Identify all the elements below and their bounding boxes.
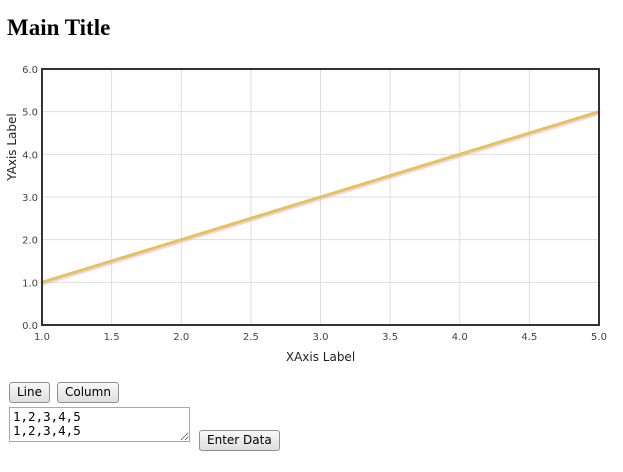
x-tick-label: 2.5 xyxy=(243,332,259,343)
x-tick-label: 1.0 xyxy=(34,332,50,343)
x-tick-label: 2.0 xyxy=(173,332,189,343)
x-tick-labels: 1.0 1.5 2.0 2.5 3.0 3.5 4.0 4.5 5.0 xyxy=(34,332,607,343)
enter-data-button[interactable]: Enter Data xyxy=(199,430,280,451)
y-tick-label: 3.0 xyxy=(22,193,38,204)
y-tick-labels: 0.0 1.0 2.0 3.0 4.0 5.0 6.0 xyxy=(22,65,38,332)
x-tick-label: 5.0 xyxy=(591,332,607,343)
page-title: Main Title xyxy=(7,15,111,40)
x-tick-label: 4.5 xyxy=(521,332,537,343)
x-tick-label: 1.5 xyxy=(104,332,120,343)
y-axis-title: YAxis Label xyxy=(5,113,19,181)
y-tick-label: 0.0 xyxy=(22,321,38,332)
x-axis-title: XAxis Label xyxy=(286,350,355,364)
x-tick-label: 4.0 xyxy=(452,332,468,343)
y-tick-label: 2.0 xyxy=(22,236,38,247)
column-chart-button[interactable]: Column xyxy=(57,382,119,403)
x-tick-label: 3.0 xyxy=(313,332,329,343)
series-line-0 xyxy=(40,110,601,284)
series-layer xyxy=(40,110,601,286)
line-chart: 1.0 1.5 2.0 2.5 3.0 3.5 4.0 4.5 5.0 0.01.02.03.0… xyxy=(5,65,607,364)
data-input[interactable]: 1,2,3,4,5 1,2,3,4,5 xyxy=(9,407,190,442)
y-tick-label: 4.0 xyxy=(22,150,38,161)
y-tick-label: 6.0 xyxy=(22,65,38,76)
line-chart-button[interactable]: Line xyxy=(9,382,51,403)
y-tick-label: 5.0 xyxy=(22,108,38,119)
plot-frame xyxy=(41,68,600,326)
x-tick-label: 3.5 xyxy=(382,332,398,343)
y-tick-label: 1.0 xyxy=(22,278,38,289)
